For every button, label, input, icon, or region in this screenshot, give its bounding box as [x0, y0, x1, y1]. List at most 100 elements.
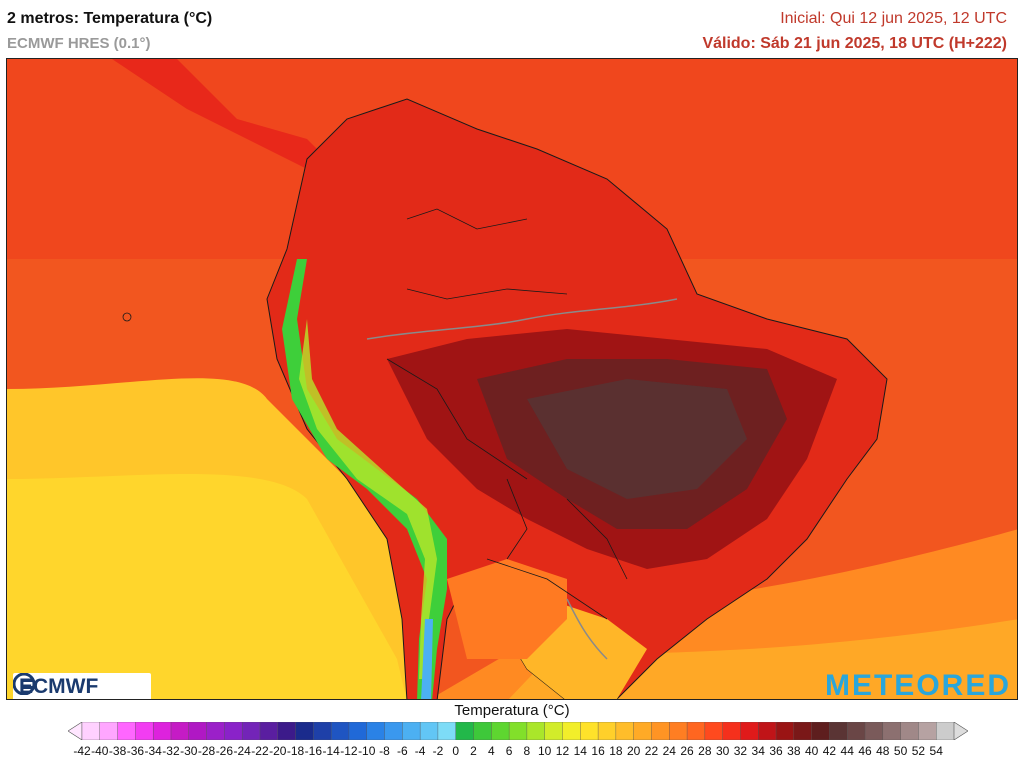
legend-tick-label: -28 [197, 744, 216, 758]
legend-max-arrow [953, 722, 968, 740]
legend-swatch [152, 722, 172, 740]
legend-tick-label: 34 [751, 744, 765, 758]
temperature-field [7, 59, 1017, 699]
legend-swatch [402, 722, 421, 740]
legend-tick-label: 18 [609, 744, 623, 758]
legend-swatch [241, 722, 261, 740]
legend-tick-label: 36 [769, 744, 783, 758]
legend-swatch [633, 722, 652, 740]
legend-swatch [722, 722, 741, 740]
legend-swatch [277, 722, 297, 740]
legend-swatch [206, 722, 225, 740]
legend-tick-label: -22 [251, 744, 269, 758]
legend-swatch [455, 722, 475, 740]
legend-tick-label: 4 [487, 744, 495, 758]
legend-swatch [864, 722, 884, 740]
legend-title: Temperatura (°C) [454, 702, 570, 719]
legend-tick-label: 20 [626, 744, 641, 758]
legend-swatch [313, 722, 332, 740]
legend-tick-label: 50 [893, 744, 908, 758]
legend-tick-label: 40 [804, 744, 819, 758]
legend-tick-label: 16 [591, 744, 605, 758]
legend-tick-label: -30 [180, 744, 198, 758]
legend-swatch [170, 722, 190, 740]
patagonia-ice [421, 619, 433, 699]
legend-swatch [437, 722, 457, 740]
legend-tick-label: 42 [822, 744, 837, 758]
legend-swatch [829, 722, 848, 740]
legend-swatch [81, 722, 101, 740]
model-name: ECMWF HRES (0.1°) [7, 35, 151, 52]
legend-tick-label: -20 [269, 744, 287, 758]
legend-tick-label: -8 [379, 744, 390, 758]
legend-swatch [473, 722, 492, 740]
legend-swatch [259, 722, 279, 740]
legend-tick-label: -6 [396, 744, 408, 758]
valid-time: Válido: Sáb 21 jun 2025, 18 UTC (H+222) [702, 35, 1007, 52]
legend-tick-label: 38 [787, 744, 801, 758]
legend-swatch [135, 722, 154, 740]
ecmwf-mark-icon [13, 673, 35, 695]
legend-swatch [99, 722, 119, 740]
legend-tick-label: 48 [876, 744, 890, 758]
legend-tick-label: 26 [680, 744, 694, 758]
south-pacific-cooler [7, 474, 407, 699]
legend-tick-label: -36 [126, 744, 145, 758]
meteored-logo: METEORED [824, 669, 1011, 700]
legend-swatch [740, 722, 759, 740]
legend-swatch [811, 722, 830, 740]
argentina-north [447, 559, 567, 659]
legend-swatch [793, 722, 813, 740]
legend-swatch [882, 722, 902, 740]
legend-swatch [366, 722, 386, 740]
legend-swatch [651, 722, 670, 740]
legend-tick-label: -4 [414, 744, 426, 758]
legend-tick-label: -2 [432, 744, 444, 758]
central-america [112, 59, 327, 169]
legend-tick-label: 6 [505, 744, 513, 758]
legend-swatch [188, 722, 208, 740]
legend-swatch [562, 722, 581, 740]
legend-swatch [348, 722, 368, 740]
legend-tick-label: -42 [73, 744, 91, 758]
legend-tick-label: -24 [233, 744, 251, 758]
legend-swatch [918, 722, 937, 740]
legend-swatch [117, 722, 136, 740]
legend-tick-label: 52 [911, 744, 926, 758]
legend-swatch [597, 722, 617, 740]
legend-tick-label: 0 [452, 744, 460, 758]
country-borders [386, 208, 628, 620]
legend-tick-label: -32 [162, 744, 180, 758]
legend-swatch [419, 722, 439, 740]
legend-swatch [936, 722, 955, 740]
legend-swatch [847, 722, 866, 740]
legend-swatch [615, 722, 635, 740]
legend-tick-label: -40 [91, 744, 109, 758]
legend-tick-label: 12 [555, 744, 570, 758]
temperature-map[interactable]: ECMWF METEORED [6, 58, 1018, 700]
legend-tick-label: 46 [858, 744, 872, 758]
legend-swatch [758, 722, 777, 740]
legend-min-arrow [68, 722, 83, 740]
legend-tick-label: 8 [523, 744, 531, 758]
map-title: 2 metros: Temperatura (°C) [7, 10, 213, 27]
legend-swatch [330, 722, 350, 740]
legend-tick-label: 24 [662, 744, 676, 758]
init-time: Inicial: Qui 12 jun 2025, 12 UTC [780, 10, 1007, 27]
legend-swatch [669, 722, 688, 740]
legend-ticks: -42 -40 -38 -36 -34 -32 -30 -28 -26 -24 -22 -20 -18-… [0, 744, 1024, 760]
legend-tick-label: -34 [144, 744, 162, 758]
legend-swatch [491, 722, 510, 740]
ecmwf-logo-text: ECMWF [19, 675, 99, 698]
legend-swatch [686, 722, 706, 740]
legend-swatch [526, 722, 546, 740]
legend-tick-label: 2 [470, 744, 477, 758]
legend-swatch [900, 722, 919, 740]
legend-swatch [384, 722, 403, 740]
legend-swatch [508, 722, 528, 740]
legend-tick-label: -18 [286, 744, 305, 758]
parana-river [566, 598, 608, 660]
brazil-core [527, 379, 747, 499]
legend-swatch [775, 722, 795, 740]
legend-tick-label: 10 [538, 744, 552, 758]
